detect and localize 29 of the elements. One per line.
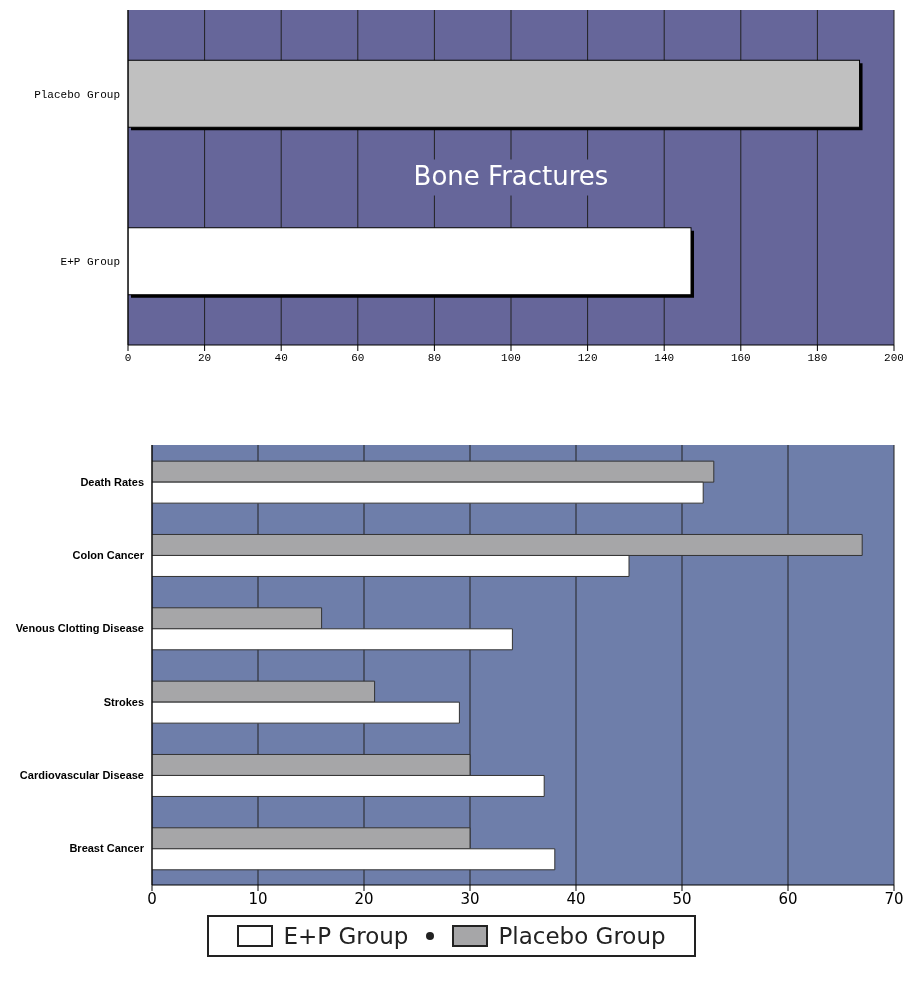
y-tick-label: Colon Cancer bbox=[72, 548, 145, 561]
legend-label: Placebo Group bbox=[498, 923, 666, 949]
x-tick-label: 10 bbox=[248, 889, 268, 908]
y-tick-label: Placebo Group bbox=[34, 88, 120, 101]
x-tick-label: 180 bbox=[807, 351, 828, 364]
x-tick-label: 0 bbox=[124, 351, 132, 364]
text: Bone Fractures bbox=[413, 161, 609, 191]
y-tick-label: Strokes bbox=[103, 695, 144, 708]
y-tick-label: Death Rates bbox=[80, 475, 144, 488]
x-tick-label: 20 bbox=[354, 889, 374, 908]
x-tick-label: 120 bbox=[577, 351, 598, 364]
x-tick-label: 60 bbox=[351, 351, 365, 364]
x-tick-label: 50 bbox=[672, 889, 692, 908]
x-tick-label: 100 bbox=[501, 351, 521, 364]
x-tick-label: 30 bbox=[460, 889, 480, 908]
x-tick-label: 200 bbox=[884, 351, 903, 364]
x-tick-label: 40 bbox=[566, 889, 586, 908]
legend-label: E+P Group bbox=[283, 923, 409, 949]
x-tick-label: 80 bbox=[427, 351, 441, 364]
x-tick-label: 140 bbox=[654, 351, 675, 364]
y-tick-label: Breast Cancer bbox=[69, 842, 145, 855]
x-tick-label: 70 bbox=[884, 889, 903, 908]
x-tick-label: 160 bbox=[730, 351, 751, 364]
x-tick-label: 40 bbox=[274, 351, 288, 364]
x-tick-label: 0 bbox=[147, 889, 157, 908]
x-tick-label: 20 bbox=[198, 351, 212, 364]
y-tick-label: Cardiovascular Disease bbox=[19, 768, 144, 781]
x-tick-label: 60 bbox=[778, 889, 798, 908]
y-tick-label: Venous Clotting Disease bbox=[15, 622, 144, 635]
